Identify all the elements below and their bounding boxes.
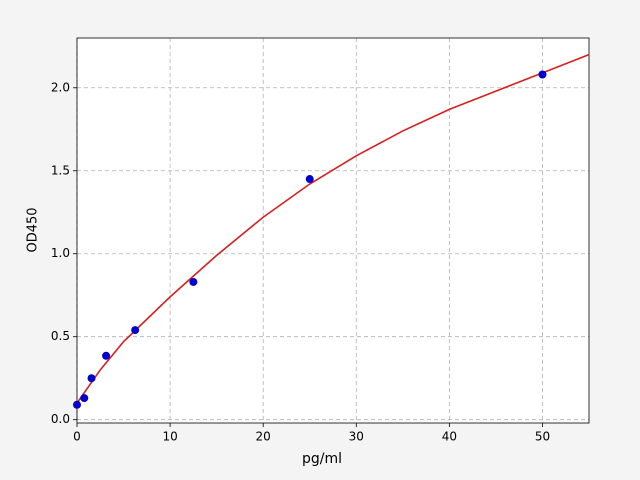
x-tick-label: 20: [256, 430, 271, 444]
data-point: [131, 326, 140, 335]
x-tick-label: 40: [442, 430, 457, 444]
data-point: [80, 394, 89, 403]
plot-frame: [76, 37, 590, 424]
x-tick-label: 30: [349, 430, 364, 444]
x-axis-label: pg/ml: [302, 451, 342, 467]
x-tick-label: 50: [535, 430, 550, 444]
y-tick-label: 0.0: [51, 412, 70, 426]
plot-area: [77, 38, 589, 423]
y-tick-label: 2.0: [51, 80, 70, 94]
data-point: [538, 70, 547, 79]
fit-curve: [76, 53, 590, 404]
data-point: [87, 374, 96, 383]
data-point: [102, 351, 111, 360]
x-tick-label: 0: [73, 430, 81, 444]
y-tick-label: 0.5: [51, 329, 70, 343]
data-point: [73, 400, 81, 409]
x-tick-label: 10: [162, 430, 177, 444]
data-point: [189, 277, 198, 286]
y-tick-label: 1.5: [51, 163, 70, 177]
y-tick-label: 1.0: [51, 246, 70, 260]
data-point: [305, 175, 314, 184]
y-axis-label: OD450: [26, 207, 41, 252]
